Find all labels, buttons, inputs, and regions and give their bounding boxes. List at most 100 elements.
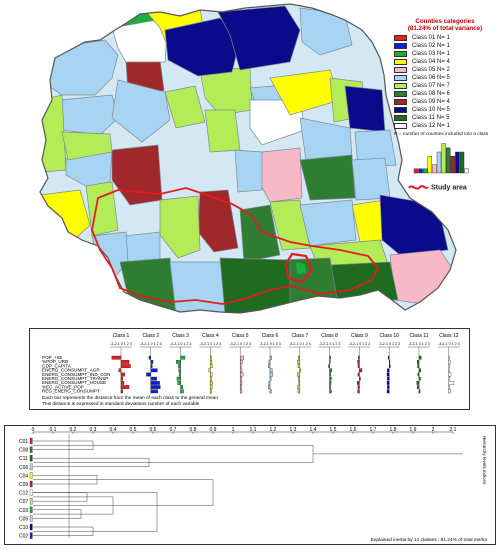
dendro-tick: 0.7 — [170, 427, 177, 433]
profile-bar — [120, 376, 124, 381]
leaf-label: C02 — [19, 534, 28, 540]
profile-bar — [297, 364, 300, 368]
profile-bar — [240, 376, 242, 381]
study-area-outline — [91, 187, 380, 305]
dendro-tick: 0.6 — [150, 427, 157, 433]
legend-swatch — [394, 99, 407, 105]
legend-label: Class 06 N= 5 — [412, 75, 450, 81]
legend-label: Class 04 N= 4 — [412, 59, 450, 65]
legend-item: Class 11 N= 5 — [394, 114, 498, 122]
county-class-10 — [164, 17, 241, 77]
dendro-tick: 0.8 — [190, 427, 197, 433]
profile-bar — [240, 360, 243, 364]
dendro-tick: 0.1 — [50, 427, 57, 433]
study-area-label: Study area — [430, 184, 467, 192]
study-area-legend: Study area — [407, 183, 467, 192]
dendro-tick: 1.2 — [270, 427, 277, 433]
leaf-label: C07 — [19, 499, 28, 505]
dendro-link — [33, 445, 314, 463]
legend-item: Class 04 N= 4 — [394, 58, 498, 66]
profile-bar — [448, 368, 450, 373]
profile-bar — [210, 385, 213, 389]
histogram-bar — [455, 151, 460, 174]
class-header: Class 3 — [172, 333, 189, 339]
legend-item: Class 01 N= 1 — [394, 34, 498, 42]
dendro-tick: 1.7 — [370, 427, 377, 433]
profile-bar — [329, 372, 331, 377]
legend-item: Class 05 N= 2 — [394, 66, 498, 74]
county-class-6 — [169, 261, 229, 313]
profile-bar — [448, 372, 452, 377]
county-class-6 — [351, 157, 391, 201]
leaf-swatch — [29, 532, 33, 539]
legend-swatch — [394, 107, 407, 113]
variable-label: %EC_ACTIVE_POP — [42, 384, 84, 389]
leaf-label: C10 — [19, 525, 28, 531]
profile-bar — [299, 368, 302, 373]
profile-bar — [240, 389, 243, 394]
profile-bar — [120, 385, 130, 389]
dendro-link — [33, 492, 158, 532]
leaf-label: C04 — [19, 473, 28, 479]
scale-label: -3-2-1 0 1 2 3 — [378, 342, 400, 346]
class-profiles-chart: POP_+65%POP_URBGDP_CAPITAENERG_CONSUMPT_… — [42, 333, 460, 407]
profile-bar — [267, 385, 271, 389]
legend-note: N = number of counties included into a c… — [394, 132, 489, 137]
profile-bar — [150, 360, 154, 364]
histogram-bar — [427, 156, 433, 174]
profile-bar — [389, 360, 391, 364]
profile-bar — [180, 355, 186, 360]
legend-title: Counties categories — [415, 18, 475, 25]
profile-bar — [148, 355, 151, 360]
profile-bar — [176, 376, 181, 381]
legend-swatch — [394, 67, 407, 73]
profile-bar — [357, 364, 360, 368]
scale-label: -3-2-1 0 1 2 3 — [349, 342, 371, 346]
profile-bar — [387, 368, 390, 373]
class-profiles-panel: POP_+65 %POP_URB GDP_CAPITA ENERG_CONSUMPT_… — [29, 328, 470, 410]
profile-bar — [180, 385, 183, 389]
legend-label: Class 08 N= 6 — [412, 91, 450, 97]
profile-bar — [448, 355, 450, 360]
histogram-bar — [413, 168, 419, 174]
leaf-swatch — [29, 506, 33, 513]
class-header: Class 4 — [202, 333, 219, 339]
profile-bar — [357, 389, 360, 394]
leaf-label: C03 — [19, 508, 28, 514]
variable-label: ENERG_CONSUMPT_AGR — [42, 368, 100, 373]
study-area-symbol — [408, 185, 429, 190]
county-class-6 — [234, 149, 263, 193]
county-class-3 — [296, 262, 306, 274]
profile-bar — [417, 372, 420, 377]
profile-bar — [386, 381, 390, 385]
profile-bar — [329, 376, 332, 381]
legend-swatch — [394, 91, 407, 97]
legend-label: Class 12 N= 1 — [412, 123, 450, 129]
profile-bar — [269, 372, 274, 377]
profile-bar — [418, 368, 422, 373]
profile-bar — [297, 372, 300, 377]
county-class-4 — [40, 189, 91, 241]
profile-bar — [208, 368, 211, 373]
leaf-swatch — [29, 455, 33, 462]
dendro-tick: 1.9 — [410, 427, 417, 433]
legend-item: Class 10 N= 5 — [394, 106, 498, 114]
dendro-tick: 1.5 — [330, 427, 337, 433]
profile-bar — [269, 389, 272, 394]
profile-bar — [416, 360, 420, 364]
legend-item: Class 02 N= 1 — [394, 42, 498, 50]
dendro-tick: 1.1 — [250, 427, 257, 433]
profile-bar — [357, 381, 360, 385]
class-header: Class 10 — [379, 333, 399, 339]
scale-label: -3-2-1 0 1 2 3 — [140, 342, 162, 346]
profile-bar — [146, 372, 151, 377]
scale-label: -3-2-1 0 1 2 3 — [110, 342, 132, 346]
profile-bar — [180, 389, 184, 394]
profiles-note: Each bar represents the distance from th… — [42, 395, 218, 401]
profile-bar — [448, 364, 451, 368]
dendro-tick: 1 — [232, 427, 235, 433]
class-header: Class 7 — [291, 333, 308, 339]
profile-bar — [386, 372, 390, 377]
legend-label: Class 10 N= 5 — [412, 107, 450, 113]
dendro-tick: 1.3 — [290, 427, 297, 433]
